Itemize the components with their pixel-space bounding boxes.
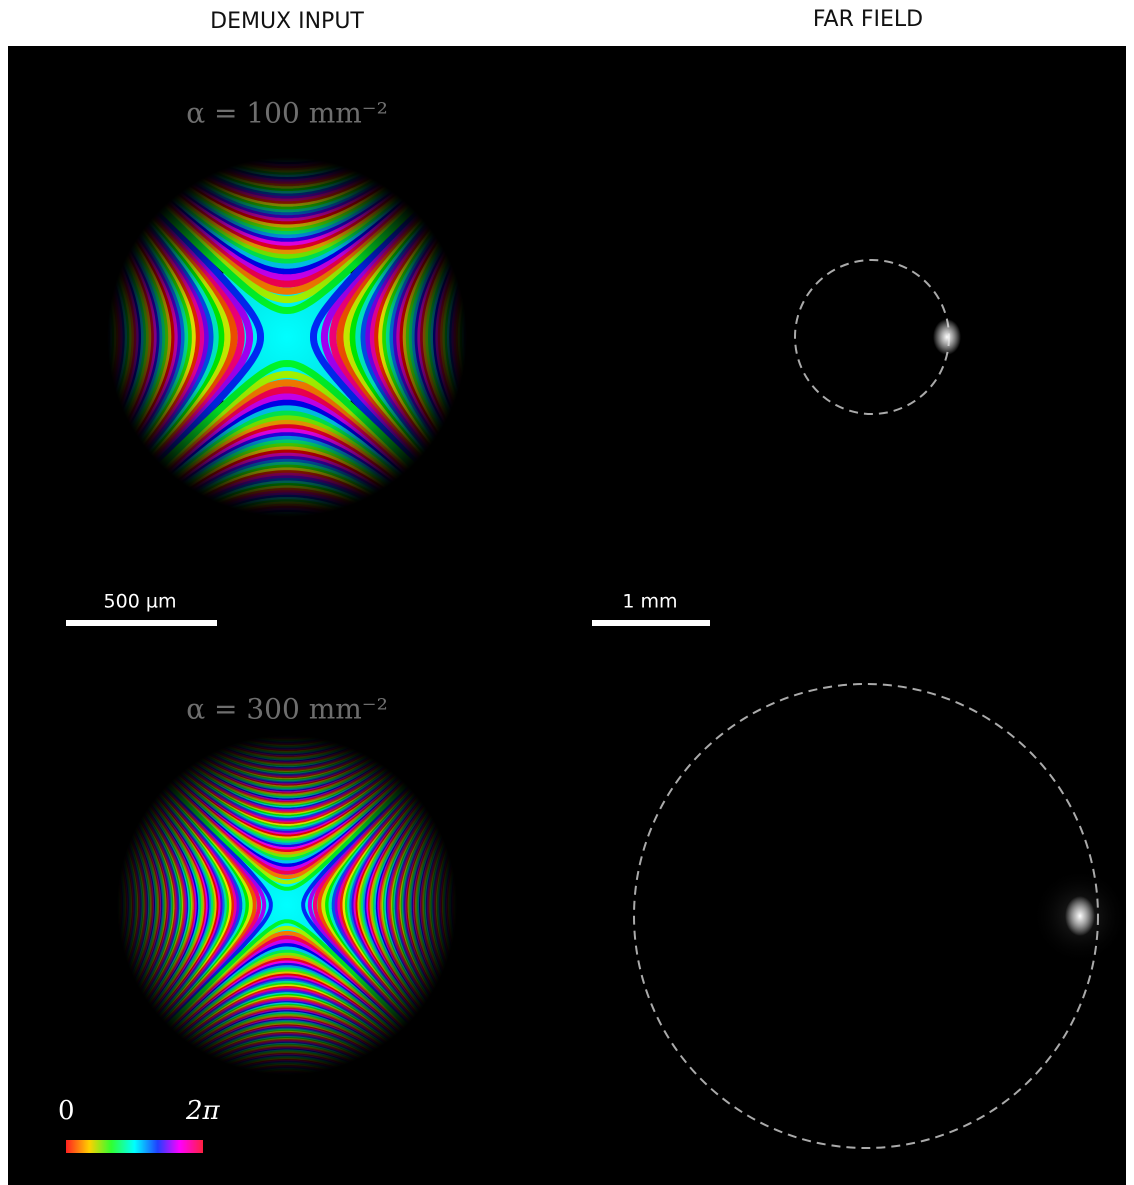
focal-spot xyxy=(1065,896,1095,936)
colorbar xyxy=(66,1140,203,1153)
figure: DEMUX INPUT FAR FIELD α = 100 mm⁻² α = 3… xyxy=(0,0,1134,1185)
scale-bar-label: 500 µm xyxy=(104,591,177,613)
alpha-label: α = 100 mm⁻² xyxy=(186,97,388,130)
header: DEMUX INPUT xyxy=(210,9,364,34)
alpha-label: α = 300 mm⁻² xyxy=(186,693,388,726)
colorbar-label: 0 xyxy=(58,1096,75,1126)
scale-bar xyxy=(592,620,710,626)
colorbar-label: 2π xyxy=(185,1096,221,1126)
scale-bar-label: 1 mm xyxy=(622,591,677,613)
header: FAR FIELD xyxy=(813,7,923,32)
scale-bar xyxy=(66,620,217,626)
phase-pattern xyxy=(32,82,543,593)
phase-pattern xyxy=(46,664,528,1146)
focal-spot xyxy=(933,319,961,355)
